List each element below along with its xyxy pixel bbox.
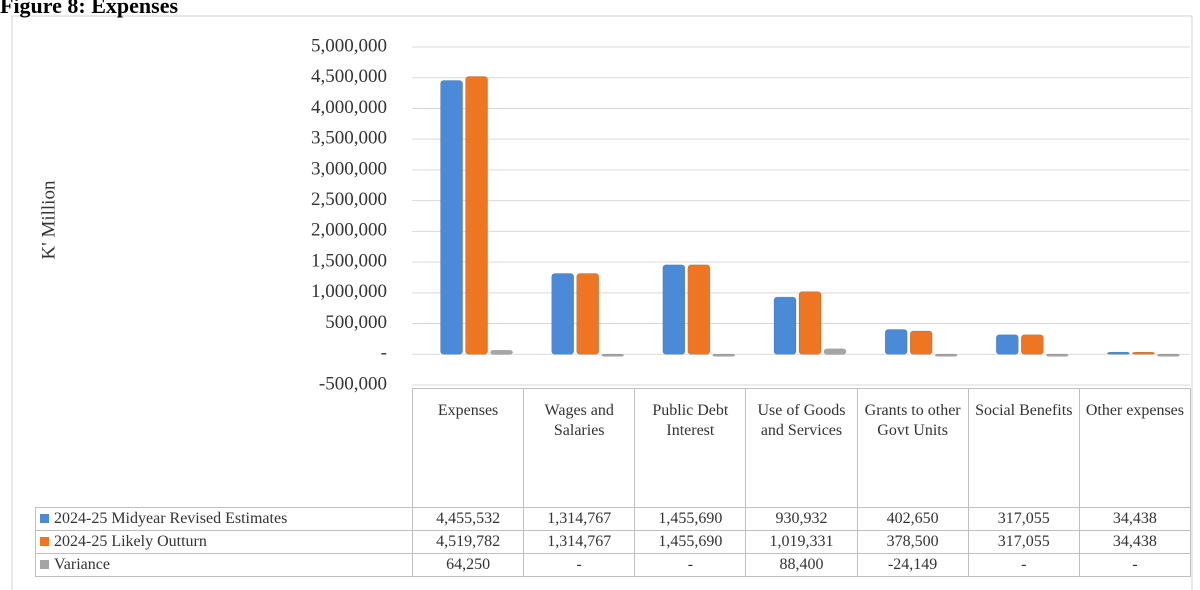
data-label: 34,438 [1078, 530, 1191, 554]
bar [1157, 354, 1180, 357]
bar [465, 76, 488, 355]
legend-entry: 2024-25 Midyear Revised Estimates [35, 507, 413, 531]
y-tick-label: 2,500,000 [311, 189, 387, 210]
y-axis-label: K' Million [38, 180, 59, 259]
data-label: - [1078, 553, 1191, 577]
y-tick-label: - [381, 343, 387, 364]
bar [798, 291, 822, 355]
y-tick-label: 5,000,000 [311, 35, 387, 56]
bar [1046, 354, 1069, 357]
y-tick-label: 4,500,000 [311, 66, 387, 87]
bar [773, 296, 797, 355]
data-label: 64,250 [411, 553, 525, 577]
table-row: 2024-25 Midyear Revised Estimates 4,455,5… [35, 507, 1191, 531]
table-header-row: Expenses Wages and Salaries Public Debt In… [36, 388, 1191, 508]
data-label: - [967, 553, 1080, 577]
bar [1021, 334, 1044, 355]
y-tick-label: 3,500,000 [311, 128, 387, 149]
legend-swatch [40, 537, 49, 546]
y-tick-label: 4,000,000 [311, 97, 387, 118]
x-tick-label: Expenses [411, 388, 525, 508]
data-label: 378,500 [856, 530, 969, 554]
x-tick-label: Use of Goods and Services [745, 388, 858, 508]
data-label: - [634, 553, 747, 577]
data-table: Expenses Wages and Salaries Public Debt In… [35, 388, 1191, 577]
x-tick-label: Public Debt Interest [634, 388, 747, 508]
chart-frame [11, 15, 1193, 590]
bar [1132, 351, 1155, 355]
y-tick-label: 1,500,000 [311, 250, 387, 271]
data-label: - [523, 553, 636, 577]
table-row: Variance 64,250- -88,400 -24,149- - [35, 553, 1191, 577]
data-label: 402,650 [856, 507, 969, 531]
bar [687, 264, 711, 355]
data-label: -24,149 [856, 553, 969, 577]
bar [884, 329, 908, 355]
bar [576, 273, 599, 355]
table-row: 2024-25 Likely Outturn 4,519,782 1,314,767… [35, 530, 1191, 554]
bar [909, 330, 933, 355]
bar [823, 348, 847, 355]
x-tick-label: Other expenses [1078, 388, 1191, 508]
data-label: 1,314,767 [523, 507, 636, 531]
x-tick-label: Wages and Salaries [523, 388, 636, 508]
bar [934, 354, 958, 357]
data-label: 1,455,690 [634, 530, 747, 554]
y-tick-label: 500,000 [325, 312, 387, 333]
bar [712, 354, 736, 357]
y-tick-label: 3,000,000 [311, 158, 387, 179]
data-label: 317,055 [967, 507, 1080, 531]
data-label: 34,438 [1078, 507, 1191, 531]
legend-label: 2024-25 Likely Outturn [54, 533, 207, 550]
bar [662, 264, 686, 355]
legend-swatch [40, 514, 49, 523]
data-label: 4,455,532 [411, 507, 525, 531]
data-label: 1,455,690 [634, 507, 747, 531]
legend-swatch [40, 560, 49, 569]
data-label: 930,932 [745, 507, 858, 531]
bar [601, 354, 624, 357]
bar [440, 80, 463, 355]
y-tick-label: 2,000,000 [311, 220, 387, 241]
bar [551, 273, 574, 355]
chart-title: Figure 8: Expenses [0, 0, 178, 18]
x-tick-label: Social Benefits [967, 388, 1080, 508]
table-corner [36, 389, 413, 508]
bar [490, 350, 513, 355]
legend-label: Variance [54, 556, 110, 573]
data-label: 317,055 [967, 530, 1080, 554]
y-tick-label: 1,000,000 [311, 281, 387, 302]
data-label: 1,314,767 [523, 530, 636, 554]
data-label: 1,019,331 [745, 530, 858, 554]
legend-entry: 2024-25 Likely Outturn [35, 530, 413, 554]
data-label: 88,400 [745, 553, 858, 577]
legend-entry: Variance [35, 553, 413, 577]
x-tick-label: Grants to other Govt Units [856, 388, 969, 508]
bar [1107, 351, 1130, 355]
data-label: 4,519,782 [411, 530, 525, 554]
bar [996, 334, 1019, 355]
legend-label: 2024-25 Midyear Revised Estimates [54, 510, 288, 527]
y-tick-label: -500,000 [319, 373, 387, 394]
